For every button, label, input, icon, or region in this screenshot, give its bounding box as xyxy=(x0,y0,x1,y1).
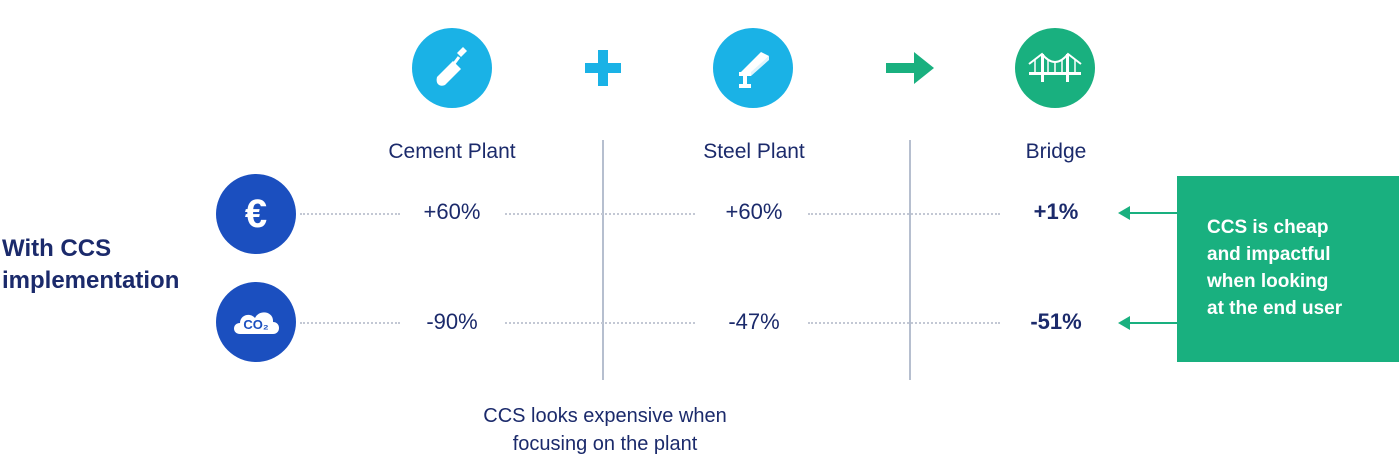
callout-line: CCS is cheap xyxy=(1207,217,1329,238)
caption-line2: focusing on the plant xyxy=(512,433,698,455)
caption-line1: CCS looks expensive when xyxy=(483,405,727,427)
value-emissions-steel: -47% xyxy=(728,309,780,334)
column-header-bridge: Bridge xyxy=(1025,140,1087,163)
column-header-cement-plant: Cement Plant xyxy=(388,140,516,163)
dotted-guide xyxy=(808,322,1000,324)
arrow-line xyxy=(1128,212,1178,214)
dotted-guide xyxy=(808,213,1000,215)
column-divider xyxy=(602,140,604,380)
value-cost-bridge: +1% xyxy=(1033,199,1079,224)
callout-line: when looking xyxy=(1207,271,1329,292)
bridge-icon-circle xyxy=(1015,28,1095,108)
dotted-guide xyxy=(505,322,695,324)
arrow-line xyxy=(1128,322,1178,324)
co2-cloud-icon: CO₂ xyxy=(230,306,282,336)
callout-box: CCS is cheap and impactful when looking … xyxy=(1177,176,1399,362)
steel-plant-icon xyxy=(713,28,793,108)
caption: CCS looks expensive when focusing on the… xyxy=(440,402,770,458)
value-emissions-bridge: -51% xyxy=(1030,309,1082,334)
trowel-icon xyxy=(436,47,467,86)
column-header-steel-plant: Steel Plant xyxy=(703,140,805,163)
value-cost-cement: +60% xyxy=(423,199,481,224)
bridge-icon xyxy=(1028,52,1082,82)
callout-line: and impactful xyxy=(1207,244,1331,265)
dotted-guide xyxy=(505,213,695,215)
callout-line: at the end user xyxy=(1207,298,1343,319)
value-emissions-cement: -90% xyxy=(426,309,478,334)
dotted-guide xyxy=(300,322,400,324)
co2-label: CO₂ xyxy=(243,317,269,332)
cost-row-icon: € xyxy=(216,174,296,254)
arrow-right-icon xyxy=(886,52,934,84)
column-divider xyxy=(909,140,911,380)
row-label: With CCS implementation xyxy=(2,233,179,297)
dotted-guide xyxy=(300,213,400,215)
cement-plant-icon xyxy=(412,28,492,108)
row-label-line2: implementation xyxy=(2,267,180,294)
arrow-left-icon xyxy=(1118,316,1130,330)
row-label-line1: With CCS xyxy=(2,235,112,262)
euro-icon: € xyxy=(244,191,268,236)
plus-icon xyxy=(585,50,621,86)
emissions-row-icon: CO₂ xyxy=(216,282,296,362)
steel-beam-icon xyxy=(739,52,769,88)
arrow-left-icon xyxy=(1118,206,1130,220)
value-cost-steel: +60% xyxy=(725,199,783,224)
